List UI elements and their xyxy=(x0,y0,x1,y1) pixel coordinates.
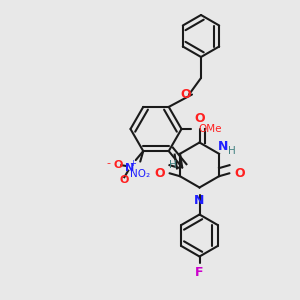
Text: +: + xyxy=(129,159,136,168)
Text: O: O xyxy=(154,167,165,180)
Text: O: O xyxy=(119,175,128,184)
Text: NO₂: NO₂ xyxy=(130,169,150,179)
Text: H: H xyxy=(169,160,177,170)
Text: O: O xyxy=(181,88,191,101)
Text: OMe: OMe xyxy=(198,124,221,134)
Text: F: F xyxy=(195,266,204,278)
Text: H: H xyxy=(228,146,236,156)
Text: O: O xyxy=(234,167,244,180)
Text: N: N xyxy=(194,194,205,206)
Text: -: - xyxy=(107,158,111,168)
Text: O: O xyxy=(113,160,122,170)
Text: N: N xyxy=(125,163,134,172)
Text: O: O xyxy=(194,112,205,125)
Text: N: N xyxy=(218,140,229,153)
